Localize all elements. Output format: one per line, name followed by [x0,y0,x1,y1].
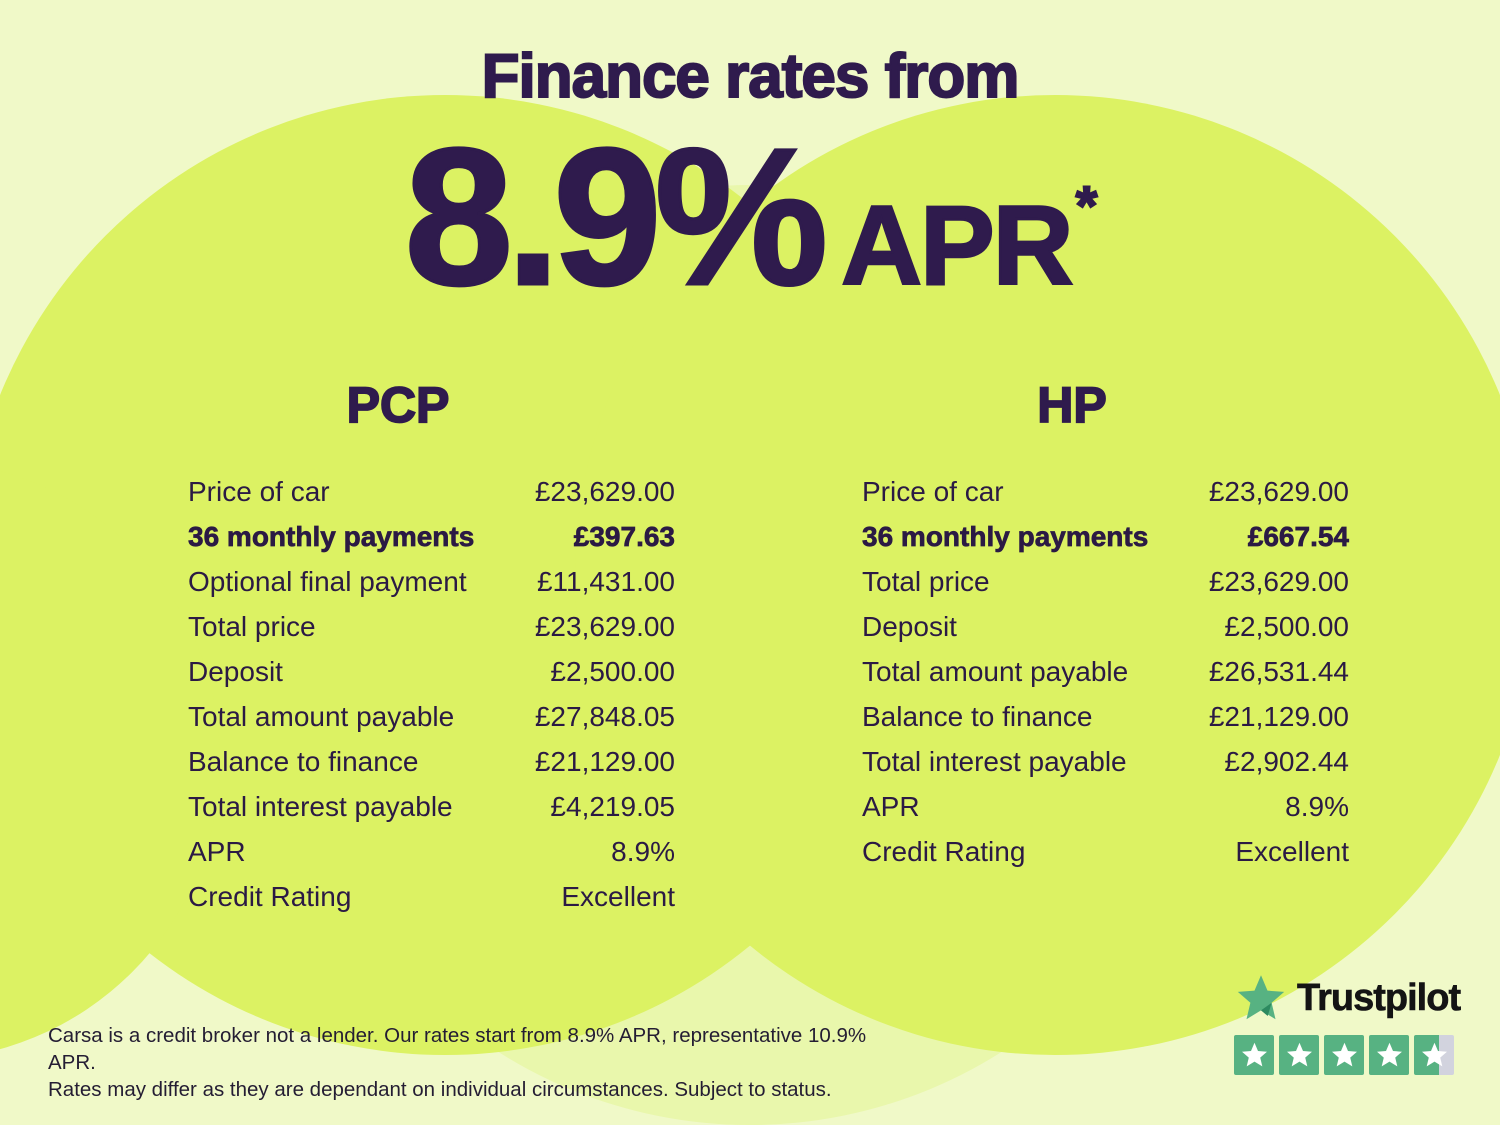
row-value: Excellent [1235,835,1349,867]
rating-star-icon [1279,1035,1319,1075]
row-value: £23,629.00 [1208,475,1349,507]
finance-row: APR 8.9% [188,829,675,874]
row-label: Price of car [862,475,1004,507]
finance-row: Total amount payable £26,531.44 [862,649,1349,694]
row-label: APR [188,835,246,867]
row-label: Total amount payable [188,700,455,732]
finance-row: 36 monthly payments £667.54 [862,514,1350,559]
finance-row: Balance to finance £21,129.00 [188,739,675,784]
hp-finance-table: Price of car £23,629.00 36 monthly payment… [862,469,1350,874]
row-label: Deposit [188,655,283,687]
row-label: 36 monthly payments [862,520,1149,552]
row-value: 8.9% [611,835,675,867]
rate-value: 8.9% [403,108,829,326]
row-label: Balance to finance [188,745,419,777]
row-label: Balance to finance [862,700,1093,732]
row-value: £27,848.05 [534,700,675,732]
row-value: 8.9% [1285,790,1349,822]
disclaimer-line-2: Rates may differ as they are dependant o… [48,1078,832,1101]
pcp-finance-table: Price of car £23,629.00 36 monthly payment… [188,469,676,919]
rate-unit: APR* [840,173,1098,321]
rate-unit-text: APR [840,183,1075,308]
row-label: Total amount payable [862,655,1129,687]
rating-star-icon [1414,1035,1454,1075]
row-value: Excellent [561,880,675,912]
row-label: APR [862,790,920,822]
row-label: Total price [188,610,316,642]
row-label: Total interest payable [862,745,1127,777]
row-value: £2,902.44 [1224,745,1349,777]
row-value: £2,500.00 [550,655,675,687]
row-label: Total interest payable [188,790,453,822]
finance-row: APR 8.9% [862,784,1349,829]
finance-row: Deposit £2,500.00 [188,649,675,694]
row-value: £23,629.00 [534,475,675,507]
row-value: £397.63 [573,520,675,552]
row-label: Price of car [188,475,330,507]
trustpilot-wordmark: Trustpilot [1297,976,1462,1019]
row-value: £2,500.00 [1224,610,1349,642]
background-right-circle [575,95,1500,1055]
row-value: £21,129.00 [1208,700,1349,732]
finance-row: Total interest payable £2,902.44 [862,739,1349,784]
finance-row: Balance to finance £21,129.00 [862,694,1349,739]
rating-star-icon [1324,1035,1364,1075]
finance-row: Total amount payable £27,848.05 [188,694,675,739]
disclaimer-line-1: Carsa is a credit broker not a lender. O… [48,1024,867,1074]
row-label: 36 monthly payments [188,520,475,552]
rating-star-icon [1369,1035,1409,1075]
row-value: £23,629.00 [1208,565,1349,597]
row-label: Optional final payment [188,565,467,597]
page-title: Finance rates from [481,42,1021,111]
hp-column-title: HP [1036,377,1107,433]
finance-row: Price of car £23,629.00 [862,469,1349,514]
row-value: £26,531.44 [1208,655,1349,687]
finance-row: Credit Rating Excellent [188,874,675,919]
row-label: Credit Rating [188,880,352,912]
trustpilot-logo: Trustpilot [1234,972,1462,1024]
row-value: £21,129.00 [534,745,675,777]
finance-row: 36 monthly payments £397.63 [188,514,676,559]
row-value: £23,629.00 [534,610,675,642]
finance-row: Total price £23,629.00 [188,604,675,649]
finance-row: Price of car £23,629.00 [188,469,675,514]
finance-row: Total price £23,629.00 [862,559,1349,604]
headline-rate: 8.9% APR* [0,108,1500,326]
row-value: £11,431.00 [536,565,675,597]
finance-row: Total interest payable £4,219.05 [188,784,675,829]
finance-row: Credit Rating Excellent [862,829,1349,874]
row-value: £667.54 [1247,520,1349,552]
finance-row: Optional final payment £11,431.00 [188,559,675,604]
row-label: Credit Rating [862,835,1026,867]
row-label: Total price [862,565,990,597]
rating-star-icon [1234,1035,1274,1075]
pcp-column-title: PCP [346,377,451,433]
row-value: £4,219.05 [550,790,675,822]
row-label: Deposit [862,610,957,642]
rate-asterisk: * [1075,173,1099,238]
trustpilot-star-icon [1237,975,1285,1020]
finance-row: Deposit £2,500.00 [862,604,1349,649]
trustpilot-badge: Trustpilot [1234,972,1462,1075]
legal-disclaimer: Carsa is a credit broker not a lender. O… [48,1022,908,1103]
trustpilot-rating-stars [1234,1035,1460,1075]
